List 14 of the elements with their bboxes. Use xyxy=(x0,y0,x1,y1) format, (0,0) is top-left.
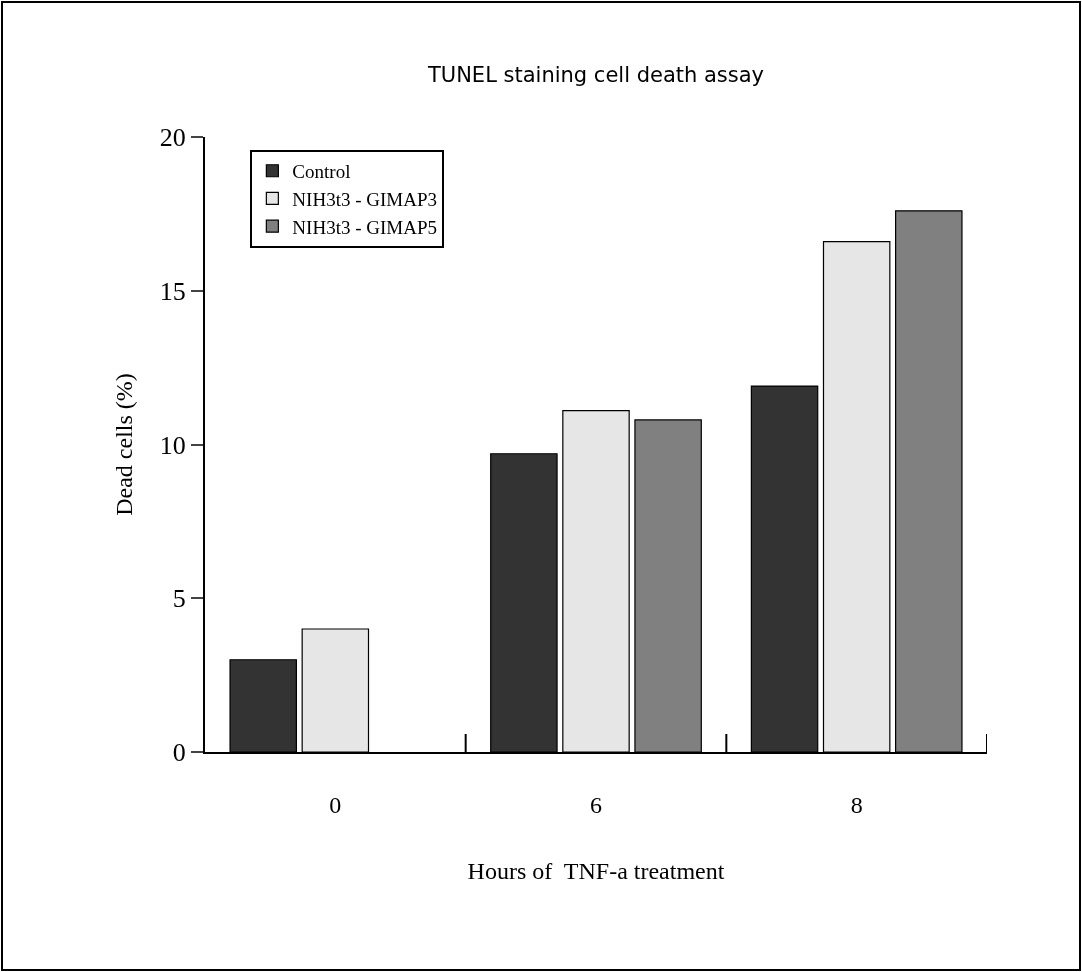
y-tick-label: 5 xyxy=(172,584,186,614)
chart-title: TUNEL staining cell death assay xyxy=(426,63,765,88)
y-tick-label: 20 xyxy=(159,123,186,153)
x-tick-label: 8 xyxy=(850,791,863,818)
y-axis-title: Dead cells (%) xyxy=(111,373,138,516)
y-tick-label: 0 xyxy=(172,738,186,768)
x-tick-label: 6 xyxy=(590,791,602,818)
x-tick-label: 0 xyxy=(329,791,342,818)
x-axis-title: Hours of TNF-a treatment xyxy=(467,857,725,884)
legend-label: Control xyxy=(292,161,351,183)
legend-label: NIH3t3 - GIMAP3 xyxy=(292,188,437,210)
legend-label: NIH3t3 - GIMAP5 xyxy=(292,216,437,238)
y-tick-label: 15 xyxy=(159,276,186,306)
y-tick-label: 10 xyxy=(159,430,186,460)
